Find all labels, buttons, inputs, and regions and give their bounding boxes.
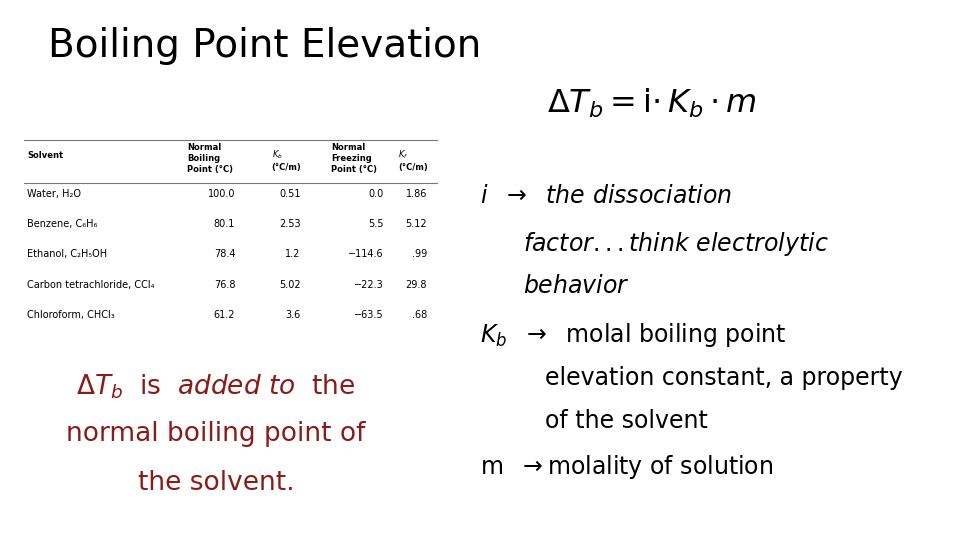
Text: .99: .99 — [412, 249, 427, 260]
Text: of the solvent: of the solvent — [545, 409, 708, 433]
Text: 80.1: 80.1 — [214, 219, 235, 230]
Text: 61.2: 61.2 — [214, 310, 235, 320]
Text: Boiling Point Elevation: Boiling Point Elevation — [48, 27, 481, 65]
Text: 5.02: 5.02 — [278, 280, 300, 290]
Text: Ethanol, C₂H₅OH: Ethanol, C₂H₅OH — [27, 249, 107, 260]
Text: 29.8: 29.8 — [406, 280, 427, 290]
Text: 0.51: 0.51 — [279, 189, 300, 199]
Text: $K_f$
(°C/m): $K_f$ (°C/m) — [398, 148, 428, 172]
Text: $\Delta T_b$  is  $\it{added\ to}$  the: $\Delta T_b$ is $\it{added\ to}$ the — [76, 373, 356, 401]
Text: 100.0: 100.0 — [207, 189, 235, 199]
Text: 76.8: 76.8 — [214, 280, 235, 290]
Text: 1.2: 1.2 — [285, 249, 300, 260]
Text: Carbon tetrachloride, CCl₄: Carbon tetrachloride, CCl₄ — [27, 280, 155, 290]
Text: $\it{factor...think\ electrolytic}$: $\it{factor...think\ electrolytic}$ — [523, 230, 829, 258]
Text: −63.5: −63.5 — [354, 310, 384, 320]
Text: $K_b$
(°C/m): $K_b$ (°C/m) — [272, 148, 301, 172]
Text: 1.86: 1.86 — [406, 189, 427, 199]
Text: the solvent.: the solvent. — [137, 470, 295, 496]
Text: $\Delta T_b = \mathrm{i}{\cdot}\, K_b \cdot m$: $\Delta T_b = \mathrm{i}{\cdot}\, K_b \c… — [547, 86, 757, 120]
Text: Chloroform, CHCl₃: Chloroform, CHCl₃ — [27, 310, 114, 320]
Text: 5.12: 5.12 — [405, 219, 427, 230]
Text: −114.6: −114.6 — [348, 249, 384, 260]
Text: $\it{behavior}$: $\it{behavior}$ — [523, 274, 630, 298]
Text: elevation constant, a property: elevation constant, a property — [545, 366, 903, 390]
Text: m  $\rightarrow$molality of solution: m $\rightarrow$molality of solution — [480, 453, 774, 481]
Text: 3.6: 3.6 — [285, 310, 300, 320]
Text: $i$  $\rightarrow$  $\it{the\ dissociation}$: $i$ $\rightarrow$ $\it{the\ dissociation… — [480, 184, 732, 207]
Text: 2.53: 2.53 — [278, 219, 300, 230]
Text: 78.4: 78.4 — [214, 249, 235, 260]
Text: −22.3: −22.3 — [354, 280, 384, 290]
Text: Solvent: Solvent — [27, 151, 63, 160]
Text: 5.5: 5.5 — [369, 219, 384, 230]
Text: $K_b$  $\rightarrow$  molal boiling point: $K_b$ $\rightarrow$ molal boiling point — [480, 321, 786, 349]
Text: Benzene, C₆H₆: Benzene, C₆H₆ — [27, 219, 97, 230]
Text: normal boiling point of: normal boiling point of — [66, 421, 366, 447]
Text: 0.0: 0.0 — [369, 189, 384, 199]
Text: Normal
Boiling
Point (°C): Normal Boiling Point (°C) — [187, 143, 233, 174]
Text: Normal
Freezing
Point (°C): Normal Freezing Point (°C) — [331, 143, 377, 174]
Text: Water, H₂O: Water, H₂O — [27, 189, 81, 199]
Text: .68: .68 — [412, 310, 427, 320]
